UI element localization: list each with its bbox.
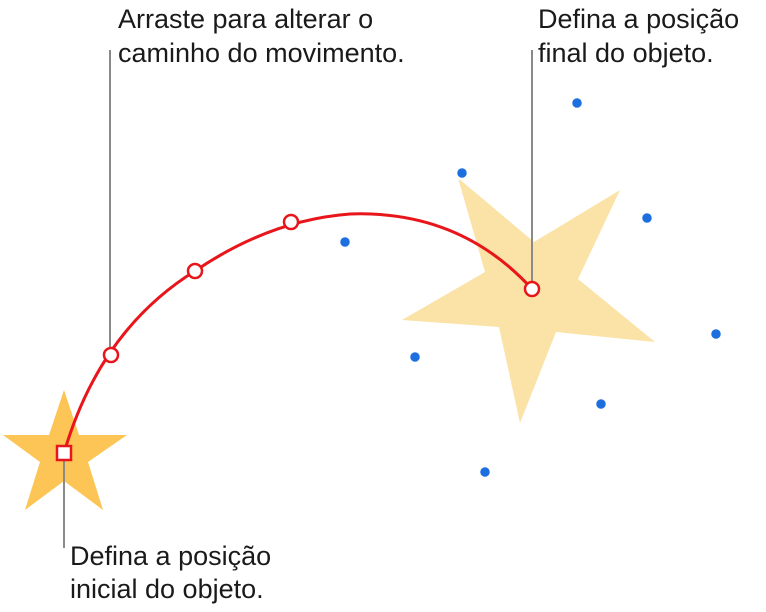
callout-text: caminho do movimento.	[118, 38, 405, 68]
handle[interactable]	[593, 396, 609, 412]
handle[interactable]	[708, 326, 724, 342]
handle[interactable]	[407, 349, 423, 365]
path-point[interactable]	[282, 213, 300, 231]
path-points	[55, 213, 541, 462]
handle[interactable]	[337, 234, 353, 250]
handle[interactable]	[454, 165, 470, 181]
callout-text: Defina a posição	[70, 541, 271, 571]
path-point[interactable]	[102, 346, 120, 364]
motion-path	[62, 212, 534, 454]
end-star	[402, 178, 655, 423]
handle[interactable]	[569, 95, 585, 111]
handles	[337, 95, 724, 480]
start-point[interactable]	[55, 444, 73, 462]
handle[interactable]	[477, 464, 493, 480]
callout-text: inicial do objeto.	[70, 574, 264, 604]
path-point[interactable]	[186, 262, 204, 280]
leader-lines	[63, 50, 533, 548]
end-point[interactable]	[523, 280, 541, 298]
callout-text: Defina a posição	[538, 4, 739, 34]
callout-text: final do objeto.	[538, 38, 714, 68]
handle[interactable]	[639, 210, 655, 226]
callout-text: Arraste para alterar o	[118, 4, 373, 34]
